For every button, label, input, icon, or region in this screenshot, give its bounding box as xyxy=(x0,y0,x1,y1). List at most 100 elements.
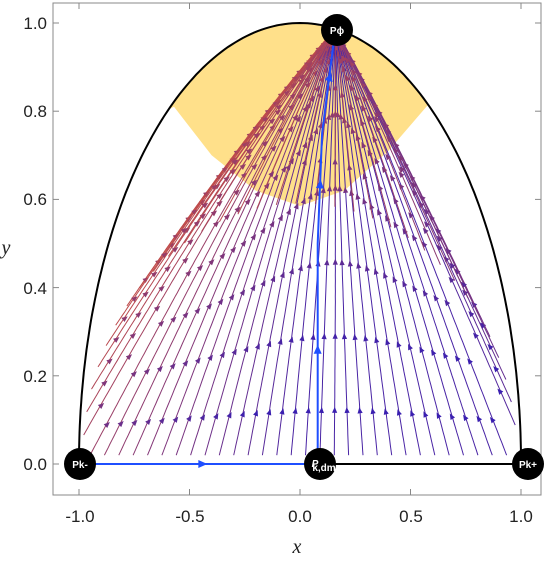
streamline-arrow xyxy=(463,414,469,422)
streamline-arrow xyxy=(253,132,260,139)
streamline-arrow xyxy=(269,118,276,125)
streamline-arrow xyxy=(305,407,311,414)
streamline-arrow xyxy=(385,215,391,222)
streamline-arrow xyxy=(436,412,442,419)
streamline-arrow xyxy=(97,403,105,409)
streamline xyxy=(97,33,332,368)
streamline xyxy=(256,36,333,209)
streamline-arrow xyxy=(310,333,316,341)
streamline-arrow xyxy=(302,142,308,149)
streamline xyxy=(337,37,464,456)
streamline-arrow xyxy=(266,340,272,348)
streamline-arrow xyxy=(367,149,373,157)
streamline-arrow xyxy=(396,409,402,416)
streamline-arrow xyxy=(383,408,389,415)
streamline-arrow xyxy=(307,193,313,200)
streamline-arrow xyxy=(231,159,239,166)
node-pk-plus: Pk+ xyxy=(512,448,544,480)
streamline-arrow xyxy=(332,84,338,91)
streamline-arrow xyxy=(304,76,311,83)
streamline-arrow xyxy=(454,268,461,275)
streamline-arrow xyxy=(193,221,201,227)
streamline-arrow xyxy=(396,341,402,348)
node-pk-minus-label: Pk- xyxy=(72,460,88,471)
streamline-arrow xyxy=(239,410,245,418)
streamline-arrow xyxy=(449,262,456,269)
node-p-phi: Pϕ xyxy=(321,14,353,46)
node-p-kdm-label: P xyxy=(312,459,319,470)
streamline xyxy=(334,37,336,207)
streamline-arrow xyxy=(357,407,363,414)
streamline-arrow xyxy=(170,316,177,323)
streamline-arrow xyxy=(347,260,353,267)
streamline xyxy=(275,37,333,206)
streamline-arrow xyxy=(383,272,389,279)
streamline-arrow xyxy=(142,291,149,298)
streamline-arrow xyxy=(239,289,246,296)
streamline xyxy=(261,39,334,456)
streamline-arrow xyxy=(151,271,158,278)
streamline-arrow xyxy=(211,184,218,191)
x-tick-label: 1.0 xyxy=(509,507,533,526)
streamline-arrow xyxy=(223,176,230,183)
streamline-arrow xyxy=(377,184,384,192)
streamline-arrow xyxy=(223,214,231,221)
streamline xyxy=(336,36,374,219)
streamline-arrow xyxy=(156,366,163,373)
streamline-arrow xyxy=(187,239,194,246)
streamline-arrow xyxy=(402,228,408,235)
streamline-arrow xyxy=(207,354,213,362)
shaded-region xyxy=(79,23,521,206)
streamline-arrow xyxy=(428,215,435,222)
streamline-arrow xyxy=(410,410,416,417)
streamline-arrow xyxy=(497,388,504,395)
streamline-arrow xyxy=(272,174,279,181)
streamline xyxy=(175,34,334,456)
streamline-arrow xyxy=(251,164,258,171)
streamline-arrow xyxy=(201,202,209,209)
streamline-arrow xyxy=(279,114,286,121)
streamline-arrow xyxy=(338,113,344,120)
streamline-arrow xyxy=(373,268,379,275)
streamline-arrow xyxy=(352,333,358,341)
streamline-arrow xyxy=(308,95,315,103)
y-tick-label: 1.0 xyxy=(23,14,47,33)
streamline xyxy=(132,35,332,456)
streamline-arrow xyxy=(250,179,258,186)
streamline xyxy=(89,33,333,456)
streamline-arrow xyxy=(295,116,302,123)
streamline-arrow xyxy=(206,303,212,310)
streamline-arrow xyxy=(339,259,345,266)
streamline-arrow xyxy=(288,336,294,343)
streamline-arrow xyxy=(373,111,380,119)
streamline-arrow xyxy=(253,409,258,417)
streamline-arrow xyxy=(135,312,142,319)
streamline-arrow xyxy=(335,111,341,118)
streamline-arrow xyxy=(230,246,237,254)
streamline-arrow xyxy=(239,164,247,170)
streamline-arrow xyxy=(263,182,270,190)
streamline-arrow xyxy=(285,164,291,171)
streamline-arrow xyxy=(285,208,291,216)
streamline-arrow xyxy=(398,155,405,162)
y-axis-label: y xyxy=(0,237,11,259)
streamline xyxy=(319,38,336,456)
streamline xyxy=(115,33,332,326)
streamline-arrow xyxy=(324,259,330,266)
x-tick-label: 0.5 xyxy=(399,507,423,526)
streamline-arrow xyxy=(161,252,168,259)
streamline-arrow xyxy=(182,257,189,264)
streamline-arrow xyxy=(158,417,165,425)
streamline-arrow xyxy=(143,368,150,375)
streamline-arrow xyxy=(212,221,220,228)
streamline-arrow xyxy=(293,202,299,210)
node-p-phi-label: Pϕ xyxy=(330,26,345,37)
streamline xyxy=(105,34,331,346)
streamline-arrow xyxy=(261,155,268,162)
streamline xyxy=(86,32,333,413)
streamline xyxy=(336,40,355,212)
streamline-arrow xyxy=(350,75,357,83)
streamline-arrow xyxy=(171,246,179,253)
streamline-arrow xyxy=(317,59,324,66)
streamline-arrow xyxy=(332,332,338,339)
